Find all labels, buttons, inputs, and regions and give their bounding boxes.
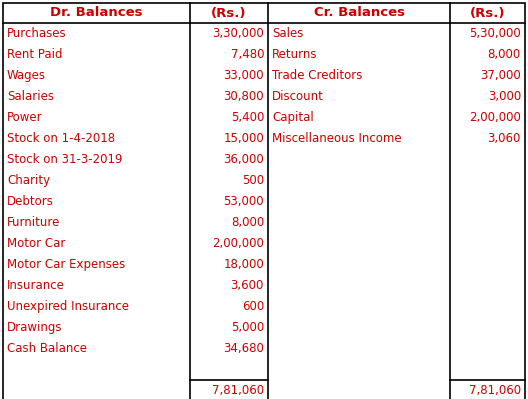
Text: (Rs.): (Rs.)	[470, 6, 505, 20]
Text: Power: Power	[7, 111, 43, 124]
Text: (Rs.): (Rs.)	[211, 6, 247, 20]
Text: Drawings: Drawings	[7, 321, 62, 334]
Text: 34,680: 34,680	[223, 342, 264, 355]
Text: Trade Creditors: Trade Creditors	[272, 69, 362, 82]
Text: Stock on 1-4-2018: Stock on 1-4-2018	[7, 132, 115, 145]
Text: 36,000: 36,000	[223, 153, 264, 166]
Text: 7,480: 7,480	[231, 48, 264, 61]
Text: 5,400: 5,400	[231, 111, 264, 124]
Text: Motor Car Expenses: Motor Car Expenses	[7, 258, 125, 271]
Text: 5,30,000: 5,30,000	[469, 27, 521, 40]
Text: Dr. Balances: Dr. Balances	[50, 6, 143, 20]
Text: 600: 600	[242, 300, 264, 313]
Text: 30,800: 30,800	[223, 90, 264, 103]
Text: Charity: Charity	[7, 174, 50, 187]
Text: 500: 500	[242, 174, 264, 187]
Text: 8,000: 8,000	[231, 216, 264, 229]
Text: Stock on 31-3-2019: Stock on 31-3-2019	[7, 153, 122, 166]
Text: Returns: Returns	[272, 48, 317, 61]
Text: 2,00,000: 2,00,000	[212, 237, 264, 250]
Text: 33,000: 33,000	[223, 69, 264, 82]
Text: 3,30,000: 3,30,000	[212, 27, 264, 40]
Text: Unexpired Insurance: Unexpired Insurance	[7, 300, 129, 313]
Text: 15,000: 15,000	[223, 132, 264, 145]
Text: 8,000: 8,000	[488, 48, 521, 61]
Text: Furniture: Furniture	[7, 216, 60, 229]
Text: 7,81,060: 7,81,060	[212, 384, 264, 397]
Text: 2,00,000: 2,00,000	[469, 111, 521, 124]
Text: 7,81,060: 7,81,060	[469, 384, 521, 397]
Text: 37,000: 37,000	[480, 69, 521, 82]
Text: Wages: Wages	[7, 69, 46, 82]
Text: Motor Car: Motor Car	[7, 237, 65, 250]
Text: Rent Paid: Rent Paid	[7, 48, 62, 61]
Text: Miscellaneous Income: Miscellaneous Income	[272, 132, 402, 145]
Text: Discount: Discount	[272, 90, 324, 103]
Text: Debtors: Debtors	[7, 195, 54, 208]
Text: Cash Balance: Cash Balance	[7, 342, 87, 355]
Text: 53,000: 53,000	[223, 195, 264, 208]
Text: Cr. Balances: Cr. Balances	[314, 6, 404, 20]
Text: 3,000: 3,000	[488, 90, 521, 103]
Text: 3,600: 3,600	[231, 279, 264, 292]
Text: 18,000: 18,000	[223, 258, 264, 271]
Text: 3,060: 3,060	[488, 132, 521, 145]
Text: Insurance: Insurance	[7, 279, 65, 292]
Text: 5,000: 5,000	[231, 321, 264, 334]
Text: Purchases: Purchases	[7, 27, 67, 40]
Text: Salaries: Salaries	[7, 90, 54, 103]
Text: Sales: Sales	[272, 27, 304, 40]
Text: Capital: Capital	[272, 111, 314, 124]
